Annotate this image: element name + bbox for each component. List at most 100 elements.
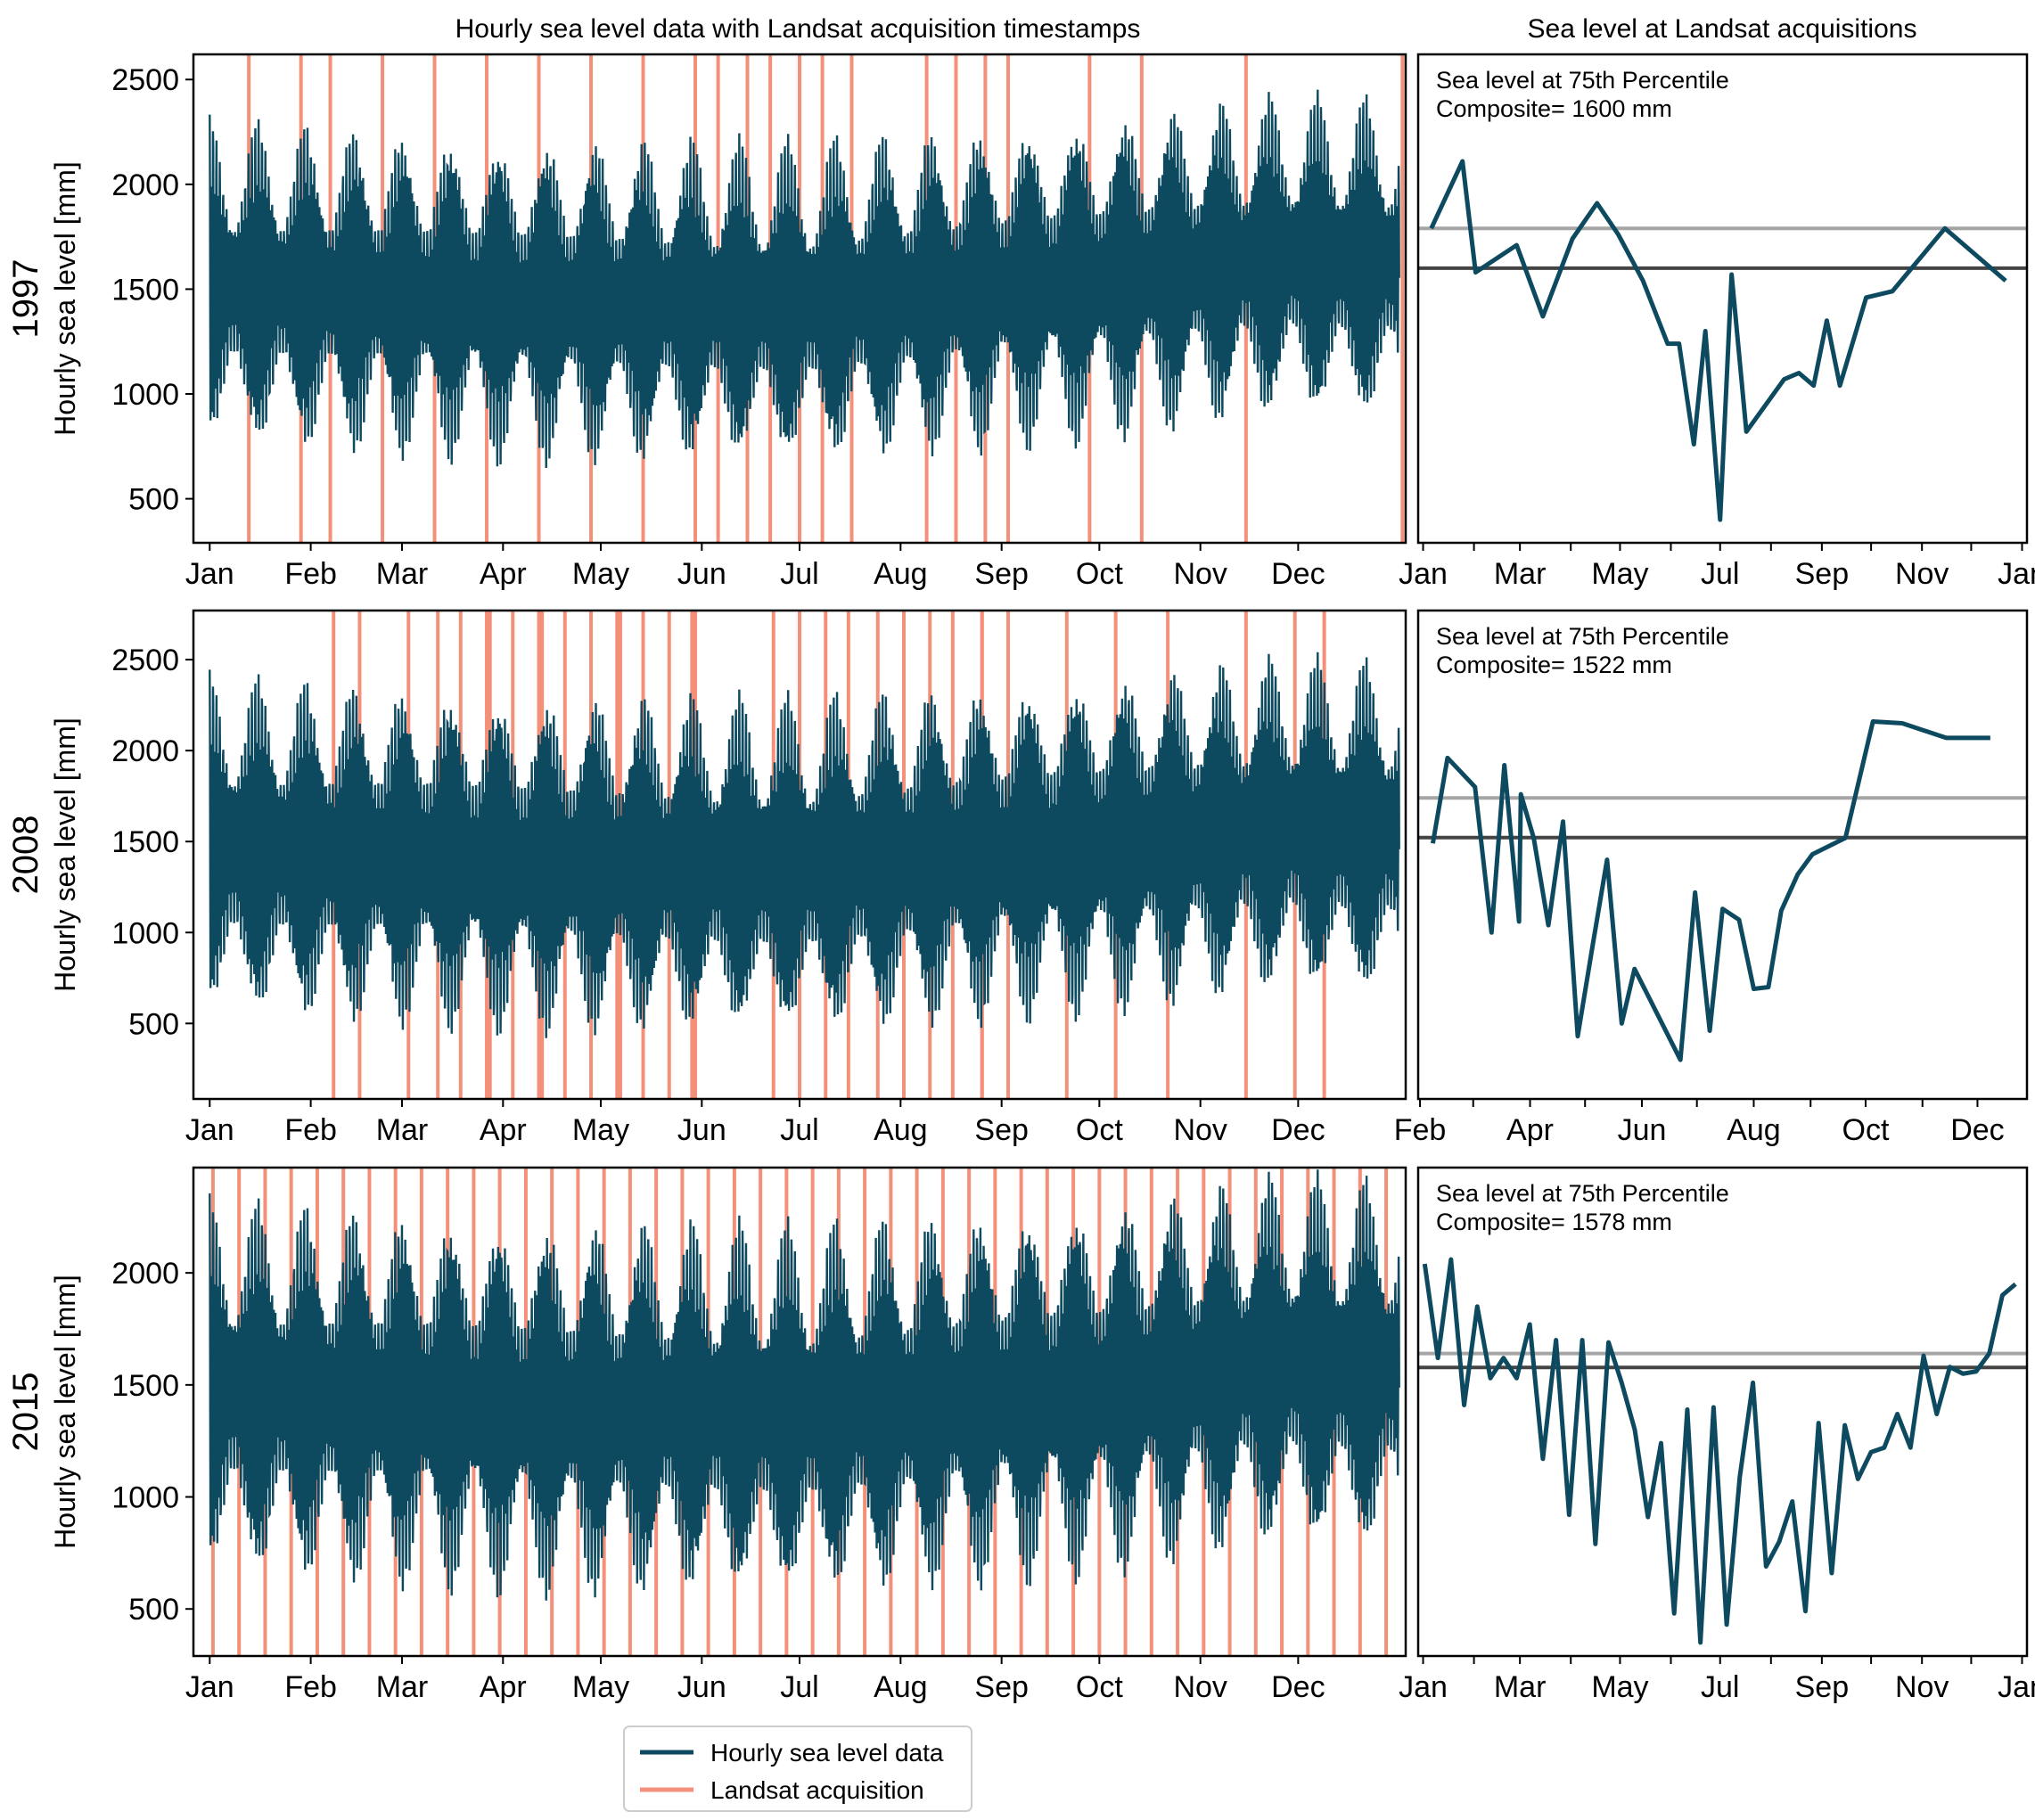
panel-frame — [1416, 1166, 2029, 1658]
panel-frame — [1416, 53, 2029, 545]
y-axis-label: Hourly sea level [mm] — [49, 1275, 81, 1549]
x-tick-label: Sep — [974, 1113, 1029, 1147]
y-tick-label: 1000 — [111, 1481, 179, 1515]
hourly-panel-2008: 500 1000 1500 2000 2500 Hourly sea level [mm]… — [6, 609, 1407, 1147]
x-tick-label: May — [572, 1670, 629, 1704]
x-tick-label: Sep — [974, 557, 1029, 591]
panel-frame — [192, 609, 1407, 1101]
y-tick-label: 2000 — [111, 734, 179, 768]
x-tick-label: Aug — [1727, 1113, 1781, 1147]
x-tick-label: Mar — [1494, 1670, 1547, 1704]
year-label: 1997 — [6, 259, 45, 339]
x-tick-label: Feb — [1394, 1113, 1447, 1147]
x-tick-label: Nov — [1173, 557, 1227, 591]
legend-hourly-label: Hourly sea level data — [710, 1739, 944, 1767]
y-tick-label: 2000 — [111, 168, 179, 202]
acquisition-sea-level-series — [1429, 159, 2007, 522]
y-axis-label: Hourly sea level [mm] — [49, 717, 81, 992]
legend: Hourly sea level data Landsat acquisitio… — [623, 1726, 972, 1812]
composite-annotation: Composite= 1522 mm — [1436, 652, 1672, 678]
x-tick-label: Jun — [677, 1670, 726, 1704]
x-tick-label: Jan — [1998, 557, 2035, 591]
panel-frame — [192, 53, 1407, 545]
y-tick-label: 1500 — [111, 273, 179, 307]
y-tick-label: 1000 — [111, 916, 179, 950]
x-tick-label: Apr — [480, 1113, 527, 1147]
x-tick-label: Jul — [1701, 1670, 1739, 1704]
hourly-sea-level-series — [209, 652, 1400, 1038]
x-tick-label: Nov — [1173, 1113, 1227, 1147]
y-tick-label: 500 — [128, 483, 179, 517]
y-tick-label: 500 — [128, 1007, 179, 1041]
x-tick-label: Oct — [1076, 557, 1123, 591]
y-tick-label: 2000 — [111, 1257, 179, 1291]
left-column-title: Hourly sea level data with Landsat acqui… — [455, 14, 1141, 44]
x-tick-label: Mar — [376, 1113, 429, 1147]
x-tick-label: Dec — [1271, 1670, 1325, 1704]
x-tick-label: Mar — [376, 557, 429, 591]
x-tick-label: Oct — [1076, 1670, 1123, 1704]
x-tick-label: Feb — [284, 1670, 337, 1704]
percentile-annotation: Sea level at 75th Percentile — [1436, 67, 1729, 94]
panel-frame — [1416, 609, 2029, 1101]
acquisition-sea-level-series — [1430, 719, 1990, 1062]
x-tick-label: Oct — [1076, 1113, 1123, 1147]
x-tick-label: Sep — [1795, 557, 1850, 591]
composite-annotation: Composite= 1600 mm — [1436, 95, 1672, 122]
percentile-annotation: Sea level at 75th Percentile — [1436, 623, 1729, 650]
x-tick-label: Aug — [874, 557, 928, 591]
y-tick-label: 500 — [128, 1593, 179, 1627]
x-tick-label: Oct — [1842, 1113, 1890, 1147]
y-axis-label: Hourly sea level [mm] — [49, 161, 81, 436]
x-tick-label: Nov — [1173, 1670, 1227, 1704]
x-tick-label: Dec — [1950, 1113, 2004, 1147]
composite-annotation: Composite= 1578 mm — [1436, 1209, 1672, 1235]
x-tick-label: Jan — [185, 1670, 234, 1704]
y-tick-label: 1000 — [111, 378, 179, 412]
x-tick-label: Nov — [1895, 557, 1949, 591]
year-label: 2015 — [6, 1373, 45, 1452]
y-tick-label: 1500 — [111, 825, 179, 859]
x-tick-label: Jan — [185, 557, 234, 591]
x-tick-label: May — [572, 557, 629, 591]
x-tick-label: Feb — [284, 557, 337, 591]
x-tick-label: Jul — [780, 1670, 818, 1704]
y-tick-label: 2500 — [111, 644, 179, 677]
hourly-sea-level-series — [209, 1169, 1400, 1601]
x-tick-label: Jan — [185, 1113, 234, 1147]
right-column-title: Sea level at Landsat acquisitions — [1528, 14, 1917, 44]
x-tick-label: Jul — [780, 1113, 818, 1147]
x-tick-label: Dec — [1271, 557, 1325, 591]
x-tick-label: Mar — [376, 1670, 429, 1704]
x-tick-label: Apr — [1506, 1113, 1554, 1147]
x-tick-label: May — [1591, 557, 1648, 591]
x-tick-label: May — [572, 1113, 629, 1147]
x-tick-label: Jan — [1399, 557, 1448, 591]
x-tick-label: Aug — [874, 1113, 928, 1147]
x-tick-label: Jun — [677, 557, 726, 591]
x-tick-label: Sep — [1795, 1670, 1850, 1704]
acquisition-sea-level-series — [1422, 1257, 2017, 1645]
x-tick-label: May — [1591, 1670, 1648, 1704]
x-tick-label: Jan — [1998, 1670, 2035, 1704]
percentile-annotation: Sea level at 75th Percentile — [1436, 1180, 1729, 1207]
x-tick-label: Mar — [1494, 557, 1547, 591]
x-tick-label: Aug — [874, 1670, 928, 1704]
hourly-panel-1997: 500 1000 1500 2000 2500 Hourly sea level [mm]… — [6, 53, 1407, 591]
legend-landsat-label: Landsat acquisition — [710, 1776, 924, 1804]
y-tick-label: 1500 — [111, 1369, 179, 1403]
x-tick-label: Dec — [1271, 1113, 1325, 1147]
hourly-panel-2015: 500 1000 1500 2000 Hourly sea level [mm]2015… — [6, 1166, 1407, 1704]
x-tick-label: Sep — [974, 1670, 1029, 1704]
y-tick-label: 2500 — [111, 63, 179, 97]
x-tick-label: Apr — [480, 1670, 527, 1704]
panel-frame — [192, 1166, 1407, 1658]
x-tick-label: Nov — [1895, 1670, 1949, 1704]
x-tick-label: Jul — [780, 557, 818, 591]
x-tick-label: Jul — [1701, 557, 1739, 591]
legend-frame — [623, 1726, 972, 1812]
